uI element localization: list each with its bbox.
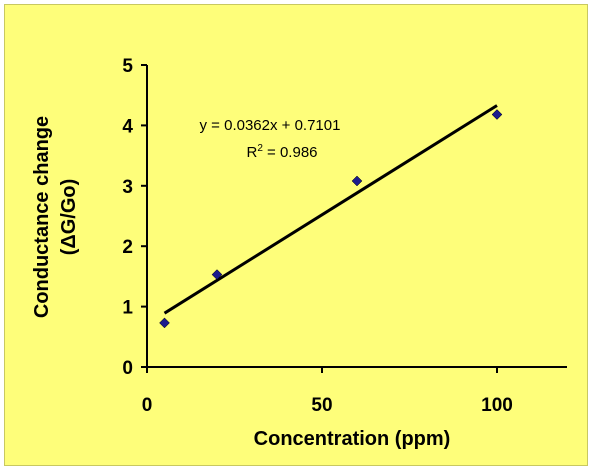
x-axis-title: Concentration (ppm) [254, 428, 451, 450]
r-squared-label: R2 = 0.986 [246, 143, 317, 161]
y-tick-label: 4 [122, 116, 133, 137]
y-tick-label: 3 [122, 177, 133, 198]
y-axis-title-line1: Conductance change [31, 116, 53, 318]
y-tick-label: 0 [122, 358, 133, 379]
data-point [159, 317, 170, 329]
y-tick-label: 1 [122, 298, 133, 319]
x-tick-label: 50 [311, 395, 332, 416]
data-point [351, 175, 363, 187]
y-tick-label: 2 [122, 237, 133, 258]
y-axis-title-line2: (ΔG/Go) [58, 179, 80, 256]
x-tick-label: 100 [481, 395, 513, 416]
y-tick-label: 5 [122, 56, 133, 77]
chart-background [4, 4, 588, 466]
trendline-equation: y = 0.0362x + 0.7101 [200, 117, 341, 134]
data-point [211, 269, 223, 280]
data-point [491, 109, 503, 120]
trendline [163, 104, 498, 315]
x-tick-label: 0 [142, 395, 153, 416]
